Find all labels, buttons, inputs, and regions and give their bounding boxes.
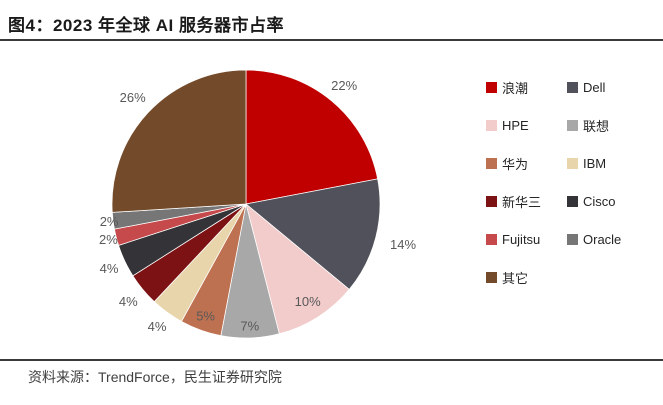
pie-slice-label-3: 7% (240, 318, 259, 333)
legend-swatch-icon (486, 234, 497, 245)
pie-slice-label-2: 10% (295, 294, 321, 309)
pie-slice-10 (111, 69, 247, 213)
legend-swatch-icon (567, 158, 578, 169)
legend: 浪潮 Dell HPE 联想华为 IBM 新华三 Cisco Fujitsu Oracle 其它 (486, 80, 622, 286)
legend-label: Oracle (583, 232, 622, 247)
legend-swatch-icon (486, 120, 497, 131)
legend-label: IBM (583, 156, 607, 171)
pie-slice-label-8: 2% (99, 232, 118, 247)
legend-swatch-icon (567, 234, 578, 245)
pie-slice-label-5: 4% (148, 319, 167, 334)
pie-slice-label-6: 4% (119, 294, 138, 309)
pie-slice-label-10: 26% (120, 90, 146, 105)
legend-item-1: Dell (567, 80, 621, 95)
pie-slice-label-1: 14% (390, 237, 416, 252)
legend-label: 新华三 (502, 195, 542, 210)
legend-swatch-icon (486, 272, 497, 283)
pie-slice-1 (245, 178, 381, 290)
pie-slice-2 (245, 202, 350, 335)
pie-slice-0 (245, 69, 379, 205)
pie-slice-label-9: 2% (100, 214, 119, 229)
legend-label: Fujitsu (502, 232, 541, 247)
legend-item-4: 华为 (486, 157, 567, 172)
legend-swatch-icon (486, 82, 497, 93)
legend-item-9: Oracle (567, 232, 622, 247)
legend-label: 华为 (502, 157, 529, 172)
legend-swatch-icon (486, 158, 497, 169)
pie-slice-label-4: 5% (196, 309, 215, 324)
legend-label: HPE (502, 118, 529, 133)
pie-slice-label-7: 4% (100, 261, 119, 276)
legend-item-5: IBM (567, 156, 621, 171)
source-note: 资料来源：TrendForce，民生证券研究院 (28, 369, 282, 385)
legend-item-10: 其它 (486, 271, 567, 286)
pie-slice-label-0: 22% (331, 78, 357, 93)
legend-item-6: 新华三 (486, 195, 567, 210)
legend-swatch-icon (567, 120, 578, 131)
figure-header: 图4：2023 年全球 AI 服务器市占率 (0, 0, 663, 41)
legend-label: Dell (583, 80, 606, 95)
legend-swatch-icon (567, 196, 578, 207)
legend-item-2: HPE (486, 118, 567, 133)
legend-label: 其它 (502, 271, 529, 286)
footer-divider (0, 359, 663, 361)
legend-item-0: 浪潮 (486, 81, 567, 96)
legend-item-7: Cisco (567, 194, 621, 209)
legend-label: 浪潮 (502, 81, 529, 96)
legend-item-3: 联想 (567, 119, 621, 134)
legend-label: Cisco (583, 194, 616, 209)
legend-swatch-icon (486, 196, 497, 207)
figure-title: 图4：2023 年全球 AI 服务器市占率 (8, 16, 284, 35)
legend-swatch-icon (567, 82, 578, 93)
legend-item-8: Fujitsu (486, 232, 567, 247)
legend-label: 联想 (583, 119, 610, 134)
